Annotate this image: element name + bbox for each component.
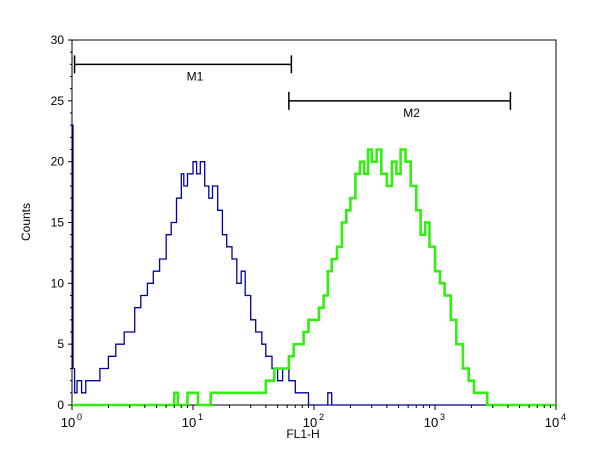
y-tick-label: 20 [51,155,65,169]
marker-label: M2 [403,106,420,120]
x-tick-label-exponent: 2 [319,412,324,422]
x-tick-label-exponent: 0 [77,412,82,422]
y-tick-label: 5 [57,337,64,351]
x-axis-title: FL1-H [286,427,319,441]
y-tick-label: 30 [51,33,65,47]
y-tick-label: 10 [51,276,65,290]
marker-layer: M1 M2 [73,55,512,120]
x-tick-label-exponent: 3 [440,412,445,422]
x-tick-label-base: 10 [61,415,75,430]
histogram-series-1 [72,124,556,406]
x-tick-label-exponent: 1 [198,412,203,422]
x-tick-label-base: 10 [182,415,196,430]
y-axis-title: Counts [19,203,33,241]
y-tick-label: 0 [57,398,64,412]
marker-label: M1 [187,69,204,83]
x-tick-label-base: 10 [303,415,317,430]
plot-frame [71,39,557,406]
x-tick-label-base: 10 [424,415,438,430]
x-tick-label-base: 10 [545,415,559,430]
y-tick-label: 25 [51,94,65,108]
series-layer [72,124,556,407]
histogram-series-2 [72,148,556,407]
y-tick-label: 15 [51,216,65,230]
x-tick-label-exponent: 4 [561,412,566,422]
